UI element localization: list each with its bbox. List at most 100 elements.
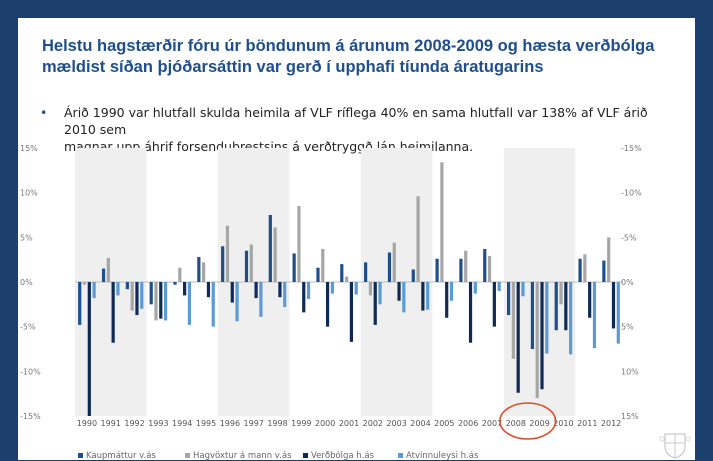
bar (483, 248, 487, 282)
bar (268, 215, 272, 282)
bar (492, 282, 496, 327)
legend-item: Atvinnuleysi h.ás (398, 451, 478, 461)
legend-item: Verðbólga h.ás (303, 451, 374, 461)
bar (392, 242, 396, 282)
bar (321, 248, 325, 282)
x-axis-tick-label: 2012 (601, 419, 621, 428)
bar (421, 282, 425, 311)
bar (416, 196, 420, 282)
bar (101, 268, 106, 282)
bar (349, 282, 353, 342)
bar (564, 282, 568, 331)
bar (106, 257, 110, 282)
right-axis-tick-label: -10% (621, 189, 642, 198)
bar (197, 256, 201, 282)
bar (92, 282, 96, 299)
bar (468, 282, 473, 343)
bullet-line-1: Árið 1990 var hlutfall skulda heimila af… (64, 105, 648, 137)
x-axis-tick-label: 2009 (529, 419, 549, 428)
bar (435, 258, 439, 282)
bar (607, 237, 611, 282)
x-axis-tick-label: 2005 (434, 419, 454, 428)
bar (464, 250, 468, 282)
x-axis-tick-label: 2007 (482, 419, 502, 428)
x-axis-tick-label: 1990 (77, 419, 97, 428)
legend-swatch (398, 453, 403, 458)
bar (530, 282, 535, 349)
bar (259, 282, 263, 317)
bar (306, 282, 311, 299)
bar (183, 282, 187, 296)
x-axis-tick-label: 2004 (410, 419, 430, 428)
bar (487, 256, 492, 282)
legend-item: Kaupmáttur v.ás (78, 451, 156, 461)
left-axis-tick-label: 5% (20, 233, 33, 242)
bar (611, 282, 616, 329)
bar (535, 282, 539, 399)
x-axis-tick-label: 1999 (291, 419, 311, 428)
bar (149, 282, 153, 305)
bar (254, 282, 258, 299)
right-axis-tick-label: 15% (621, 412, 639, 421)
bar (283, 282, 287, 308)
left-axis-tick-label: 15% (20, 144, 38, 153)
bar (473, 282, 477, 294)
bar (235, 282, 239, 322)
bar (511, 282, 515, 359)
bar (230, 282, 234, 303)
bar-chart: 15% 10% 5% 0% -5% -10% -15% -15% -10% -5% 0% 5% 10% 1… (20, 144, 642, 440)
bar (440, 162, 444, 282)
legend-label: Verðbólga h.ás (311, 451, 375, 461)
bar (373, 282, 377, 325)
slide-title: Helstu hagstærðir fóru úr böndunum á áru… (42, 36, 682, 78)
coat-of-arms-icon (659, 433, 691, 459)
left-axis-tick-label: 0% (20, 278, 33, 287)
bar (397, 282, 401, 301)
legend-swatch (303, 453, 308, 458)
bar (459, 258, 463, 282)
title-line-1: Helstu hagstærðir fóru úr böndunum á áru… (42, 37, 655, 55)
x-axis-tick-label: 2003 (386, 419, 406, 428)
bar (187, 282, 192, 325)
bar (159, 282, 163, 319)
bar (154, 282, 158, 321)
bar (163, 282, 168, 321)
bar (330, 282, 334, 294)
legend-swatch (78, 453, 83, 458)
right-axis-tick-label: -15% (621, 144, 642, 153)
bar (345, 276, 349, 282)
bar (211, 282, 215, 327)
x-axis-tick-label: 2002 (363, 419, 383, 428)
chart-legend: Kaupmáttur v.ás Hagvöxtur á mann v.ás Verð… (78, 451, 678, 461)
legend-label: Atvinnuleysi h.ás (406, 451, 479, 461)
bar (540, 282, 544, 390)
legend-label: Kaupmáttur v.ás (86, 451, 156, 461)
bar (426, 282, 430, 310)
bar (244, 250, 249, 282)
bar (364, 262, 368, 282)
legend-label: Hagvöxtur á mann v.ás (193, 451, 292, 461)
left-axis-tick-label: 10% (20, 189, 38, 198)
bar (125, 282, 129, 290)
bar (354, 282, 358, 295)
x-axis-tick-label: 2008 (506, 419, 526, 428)
bar (554, 282, 558, 331)
left-axis-tick-label: -15% (20, 412, 41, 421)
right-axis-tick-label: 0% (621, 278, 634, 287)
x-axis-tick-label: 2006 (458, 419, 478, 428)
left-axis-tick-label: -10% (20, 367, 41, 376)
legend-item: Hagvöxtur á mann v.ás (185, 451, 292, 461)
bar (545, 282, 549, 354)
x-axis-tick-label: 2011 (577, 419, 597, 428)
bullet-symbol: • (40, 105, 48, 120)
right-axis-tick-label: 5% (621, 323, 634, 332)
bar (616, 282, 620, 344)
bar (130, 282, 134, 311)
x-axis-tick-label: 1994 (172, 419, 192, 428)
bar (273, 227, 277, 282)
right-axis-tick-label: -5% (621, 233, 637, 242)
title-line-2: mældist síðan þjóðarsáttin var gerð í up… (42, 58, 544, 76)
bar (78, 282, 82, 325)
bar (202, 262, 206, 282)
bar (178, 267, 182, 282)
